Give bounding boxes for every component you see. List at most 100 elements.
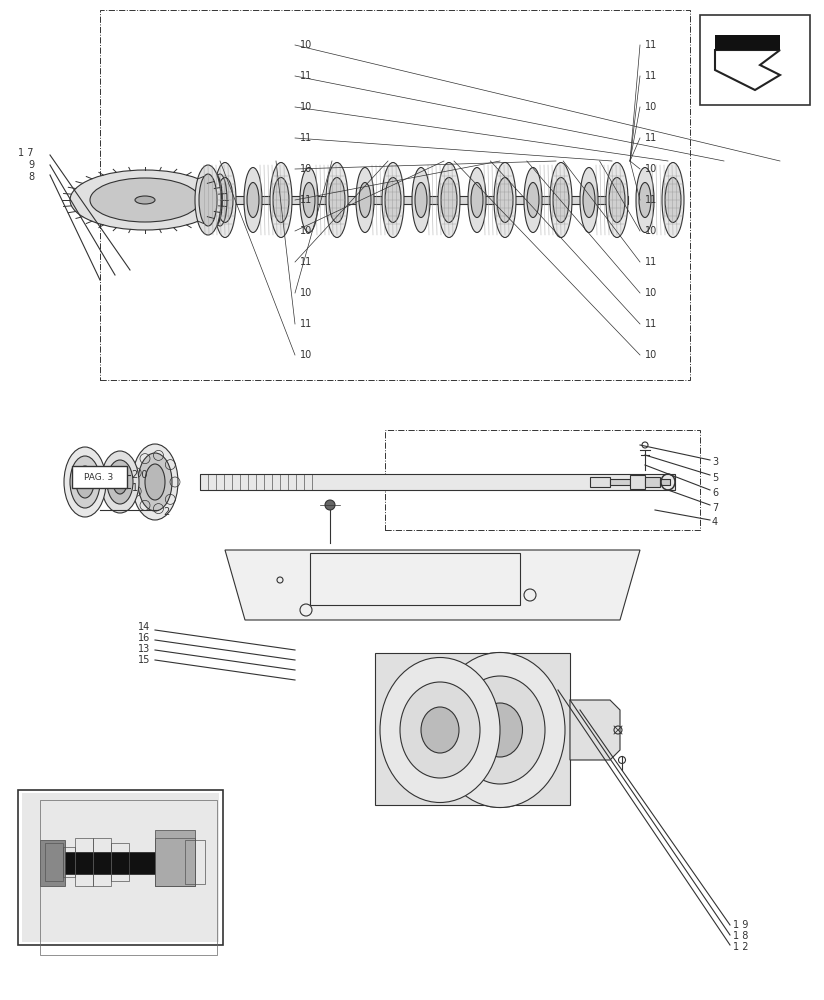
Ellipse shape [76,466,94,498]
Ellipse shape [477,703,522,757]
Text: 11: 11 [300,195,312,205]
Bar [45,843,63,881]
Ellipse shape [435,652,565,808]
Bar [185,840,205,884]
Ellipse shape [356,167,374,232]
Bar [700,15,810,105]
Bar [590,477,610,487]
Text: 10: 10 [300,350,312,360]
Ellipse shape [477,703,522,757]
Ellipse shape [90,178,200,222]
Ellipse shape [412,167,430,232]
Ellipse shape [385,178,401,223]
Text: 6: 6 [712,488,719,498]
Ellipse shape [550,162,572,237]
Text: 10: 10 [300,40,312,50]
Ellipse shape [583,182,595,218]
Text: 11: 11 [645,133,658,143]
Ellipse shape [300,167,318,232]
Bar [75,838,93,886]
Ellipse shape [244,167,262,232]
Text: 10: 10 [645,350,658,360]
Text: 10: 10 [645,164,658,174]
Text: 11: 11 [645,40,658,50]
Ellipse shape [326,162,348,237]
Bar [310,553,520,605]
Text: 1 7: 1 7 [18,148,34,158]
Ellipse shape [270,162,292,237]
Ellipse shape [421,707,459,753]
Ellipse shape [400,682,480,778]
Text: 7: 7 [712,503,719,513]
Ellipse shape [101,451,139,513]
Text: 11: 11 [645,195,658,205]
Ellipse shape [468,167,486,232]
Ellipse shape [145,464,165,500]
Text: 1 2: 1 2 [733,942,748,952]
Polygon shape [715,50,780,90]
Bar [45,852,165,874]
Ellipse shape [438,162,460,237]
Ellipse shape [455,676,545,784]
Ellipse shape [195,165,221,235]
Ellipse shape [665,178,681,223]
Ellipse shape [113,470,127,494]
Text: 11: 11 [645,319,658,329]
Ellipse shape [471,182,483,218]
Bar [93,838,111,886]
Text: 14: 14 [138,622,150,632]
Bar [22,793,219,942]
Ellipse shape [217,178,233,223]
Bar [155,838,195,886]
Bar [645,477,660,487]
Ellipse shape [524,167,542,232]
Text: 11: 11 [300,71,312,81]
Ellipse shape [580,167,598,232]
Text: 10: 10 [645,102,658,112]
Bar [40,840,65,886]
Bar [610,479,630,485]
Bar [108,196,628,204]
Bar [155,830,195,886]
Ellipse shape [70,170,220,230]
Ellipse shape [214,162,236,237]
Ellipse shape [455,676,545,784]
Bar [72,466,127,488]
Text: 11: 11 [300,319,312,329]
Ellipse shape [70,456,100,508]
Polygon shape [715,35,780,50]
Polygon shape [225,550,640,620]
Bar [111,843,129,881]
Text: PAG. 3: PAG. 3 [84,473,114,482]
Text: 11: 11 [645,71,658,81]
Ellipse shape [303,182,315,218]
Ellipse shape [247,182,259,218]
Ellipse shape [441,178,457,223]
Text: 10: 10 [300,288,312,298]
Text: 16: 16 [138,633,150,643]
Ellipse shape [553,178,569,223]
Text: 5: 5 [712,473,719,483]
Ellipse shape [415,182,427,218]
Text: 10: 10 [300,226,312,236]
Bar [660,479,670,485]
Text: 11: 11 [300,133,312,143]
Text: 9: 9 [28,160,34,170]
Ellipse shape [107,460,133,504]
Text: 1 8: 1 8 [733,931,748,941]
Text: 1: 1 [132,483,138,493]
Text: 1 9: 1 9 [733,920,748,930]
Text: 10: 10 [300,164,312,174]
Ellipse shape [527,182,539,218]
Ellipse shape [199,174,217,226]
Ellipse shape [662,162,684,237]
Text: 13: 13 [138,644,150,654]
Ellipse shape [639,182,651,218]
Text: 2: 2 [163,507,169,517]
Text: 11: 11 [645,257,658,267]
Ellipse shape [359,182,371,218]
Ellipse shape [64,447,106,517]
Text: 10: 10 [645,288,658,298]
Text: 11: 11 [300,257,312,267]
Ellipse shape [606,162,628,237]
